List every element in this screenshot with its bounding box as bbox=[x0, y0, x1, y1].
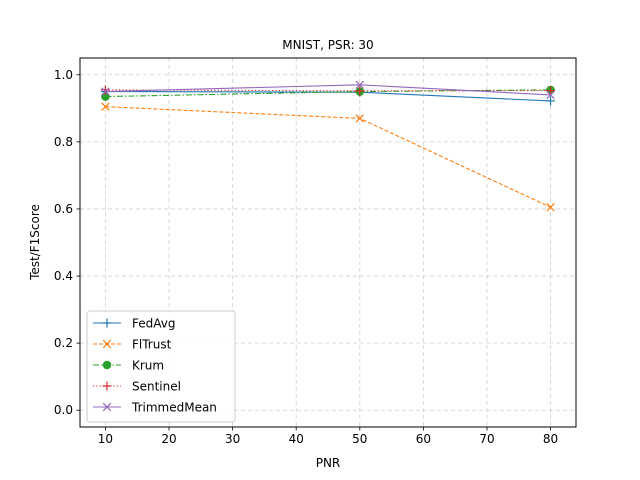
legend-marker bbox=[102, 360, 112, 370]
x-tick-label: 10 bbox=[98, 432, 113, 446]
x-tick-label: 60 bbox=[416, 432, 431, 446]
legend-entry: FedAvg bbox=[93, 317, 175, 331]
data-point-marker bbox=[101, 102, 110, 111]
data-point bbox=[546, 86, 556, 96]
data-point-marker bbox=[546, 86, 556, 96]
series-line bbox=[105, 89, 551, 92]
data-point bbox=[355, 86, 365, 96]
legend-label: FedAvg bbox=[132, 317, 175, 331]
legend-marker bbox=[102, 402, 112, 412]
data-point bbox=[546, 203, 555, 212]
y-tick-label: 0.0 bbox=[54, 403, 73, 417]
data-point bbox=[355, 114, 365, 123]
legend-entry: Sentinel bbox=[93, 380, 181, 394]
legend-label: TrimmedMean bbox=[131, 401, 217, 415]
legend: FedAvg FlTrust Krum Sentinel TrimmedMean bbox=[86, 310, 236, 423]
series-layer bbox=[100, 80, 556, 212]
legend-marker bbox=[102, 381, 112, 391]
y-tick-label: 0.2 bbox=[54, 336, 73, 350]
data-point bbox=[100, 85, 110, 95]
data-point-marker bbox=[101, 87, 110, 96]
data-point-marker bbox=[355, 80, 365, 90]
data-point bbox=[546, 90, 555, 100]
x-tick-label: 70 bbox=[479, 432, 494, 446]
x-tick-label: 50 bbox=[352, 432, 367, 446]
x-tick-label: 80 bbox=[543, 432, 558, 446]
y-axis-ticks: 0.0 0.2 0.4 0.6 0.8 1.0 bbox=[54, 68, 80, 417]
x-axis-label: PNR bbox=[316, 456, 341, 470]
data-point-marker bbox=[546, 203, 555, 212]
data-point-marker bbox=[355, 86, 365, 96]
chart-title: MNIST, PSR: 30 bbox=[282, 38, 373, 52]
legend-entry: TrimmedMean bbox=[93, 401, 217, 415]
series-fltrust bbox=[101, 102, 555, 212]
data-point-marker bbox=[100, 85, 110, 95]
legend-label: FlTrust bbox=[132, 338, 172, 352]
y-tick-label: 1.0 bbox=[54, 68, 73, 82]
legend-marker bbox=[102, 339, 112, 349]
data-point-marker bbox=[546, 96, 556, 106]
legend-entry: FlTrust bbox=[93, 338, 172, 352]
y-tick-label: 0.8 bbox=[54, 135, 73, 149]
legend-label: Sentinel bbox=[132, 380, 181, 394]
x-tick-label: 40 bbox=[289, 432, 304, 446]
legend-label: Krum bbox=[132, 359, 164, 373]
legend-entry: Krum bbox=[93, 359, 164, 373]
y-tick-label: 0.4 bbox=[54, 269, 73, 283]
grid bbox=[80, 58, 576, 427]
series-sentinel bbox=[100, 85, 556, 96]
legend-box bbox=[86, 310, 236, 423]
data-point-marker bbox=[355, 114, 365, 123]
data-point bbox=[355, 80, 365, 90]
y-tick-label: 0.6 bbox=[54, 202, 73, 216]
x-axis-ticks: 10 20 30 40 50 60 70 80 bbox=[98, 427, 558, 446]
data-point bbox=[101, 102, 110, 111]
data-point-marker bbox=[546, 90, 555, 100]
series-trimmedmean bbox=[101, 80, 555, 100]
data-point bbox=[101, 87, 110, 96]
x-tick-label: 30 bbox=[225, 432, 240, 446]
y-axis-label: Test/F1Score bbox=[28, 204, 42, 281]
legend-marker bbox=[102, 318, 112, 328]
plot-area-frame bbox=[79, 57, 577, 428]
x-tick-label: 20 bbox=[161, 432, 176, 446]
data-point bbox=[546, 96, 556, 106]
